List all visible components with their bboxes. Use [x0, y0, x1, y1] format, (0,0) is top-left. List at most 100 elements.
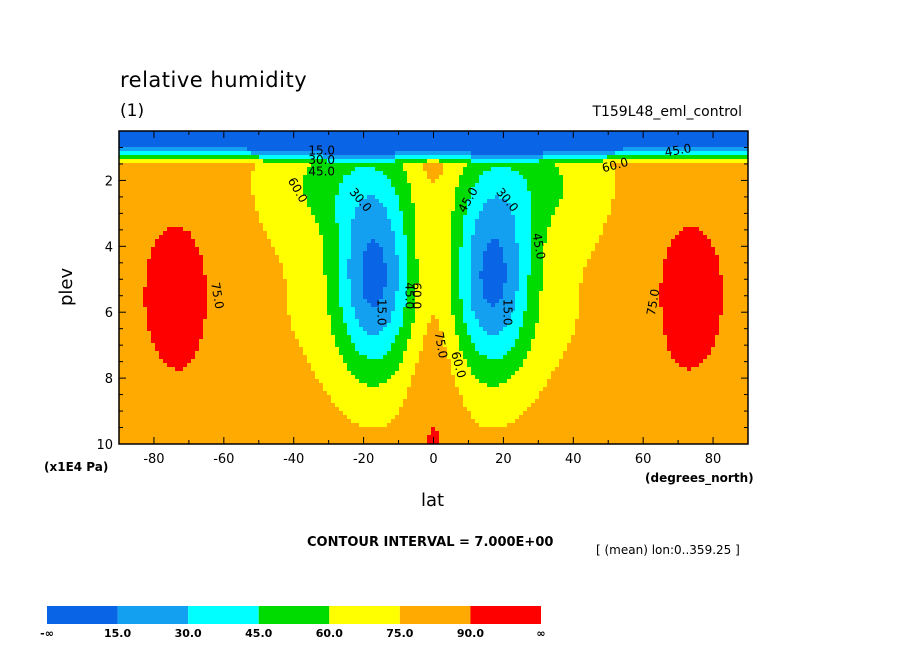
field-cell [291, 275, 296, 280]
field-cell [251, 387, 256, 392]
field-cell [231, 359, 236, 364]
field-cell [207, 435, 212, 440]
field-cell [243, 183, 248, 188]
field-cell [363, 415, 368, 420]
field-cell [175, 155, 180, 160]
field-cell [355, 371, 360, 376]
field-cell [335, 319, 340, 324]
field-cell [175, 199, 180, 204]
field-cell [223, 403, 228, 408]
field-cell [323, 183, 328, 188]
field-cell [371, 171, 376, 176]
field-cell [231, 311, 236, 316]
field-cell [267, 347, 272, 352]
field-cell [223, 399, 228, 404]
field-cell [207, 387, 212, 392]
field-cell [339, 347, 344, 352]
field-cell [363, 211, 368, 216]
field-cell [271, 239, 276, 244]
field-cell [127, 255, 132, 260]
field-cell [215, 179, 220, 184]
field-cell [135, 187, 140, 192]
field-cell [171, 151, 176, 156]
field-cell [291, 431, 296, 436]
field-cell [183, 131, 188, 136]
field-cell [263, 287, 268, 292]
field-cell [303, 355, 308, 360]
field-cell [147, 351, 152, 356]
field-cell [259, 215, 264, 220]
field-cell [231, 327, 236, 332]
field-cell [363, 227, 368, 232]
field-cell [343, 259, 348, 264]
field-cell [119, 255, 124, 260]
field-cell [211, 227, 216, 232]
field-cell [147, 231, 152, 236]
field-cell [255, 427, 260, 432]
field-cell [203, 367, 208, 372]
field-cell [123, 131, 128, 136]
field-cell [331, 391, 336, 396]
field-cell [335, 331, 340, 336]
field-cell [203, 343, 208, 348]
field-cell [291, 363, 296, 368]
field-cell [247, 171, 252, 176]
field-cell [163, 247, 168, 252]
field-cell [223, 131, 228, 136]
field-cell [335, 355, 340, 360]
field-cell [295, 263, 300, 268]
field-cell [251, 187, 256, 192]
field-cell [143, 311, 148, 316]
field-cell [311, 331, 316, 336]
field-cell [231, 399, 236, 404]
field-cell [363, 247, 368, 252]
field-cell [211, 427, 216, 432]
field-cell [327, 159, 332, 164]
field-cell [327, 355, 332, 360]
field-cell [275, 203, 280, 208]
field-cell [251, 191, 256, 196]
field-cell [315, 383, 320, 388]
field-cell [147, 359, 152, 364]
field-cell [243, 267, 248, 272]
field-cell [303, 431, 308, 436]
field-cell [131, 399, 136, 404]
field-cell [343, 211, 348, 216]
field-cell [207, 259, 212, 264]
field-cell [339, 267, 344, 272]
field-cell [323, 335, 328, 340]
field-cell [191, 139, 196, 144]
field-cell [139, 255, 144, 260]
field-cell [347, 251, 352, 256]
field-cell [195, 263, 200, 268]
field-cell [155, 267, 160, 272]
field-cell [359, 315, 364, 320]
field-cell [275, 219, 280, 224]
field-cell [359, 383, 364, 388]
field-cell [319, 171, 324, 176]
field-cell [163, 439, 168, 444]
field-cell [235, 315, 240, 320]
field-cell [283, 319, 288, 324]
field-cell [143, 415, 148, 420]
field-cell [263, 295, 268, 300]
field-cell [279, 395, 284, 400]
field-cell [311, 423, 316, 428]
field-cell [307, 375, 312, 380]
field-cell [255, 403, 260, 408]
field-cell [331, 179, 336, 184]
field-cell [271, 347, 276, 352]
field-cell [239, 371, 244, 376]
field-cell [187, 303, 192, 308]
field-cell [127, 231, 132, 236]
field-cell [127, 199, 132, 204]
field-cell [147, 343, 152, 348]
field-cell [219, 195, 224, 200]
field-cell [239, 435, 244, 440]
field-cell [255, 311, 260, 316]
field-cell [291, 367, 296, 372]
field-cell [315, 343, 320, 348]
field-cell [371, 155, 376, 160]
field-cell [223, 411, 228, 416]
field-cell [247, 175, 252, 180]
